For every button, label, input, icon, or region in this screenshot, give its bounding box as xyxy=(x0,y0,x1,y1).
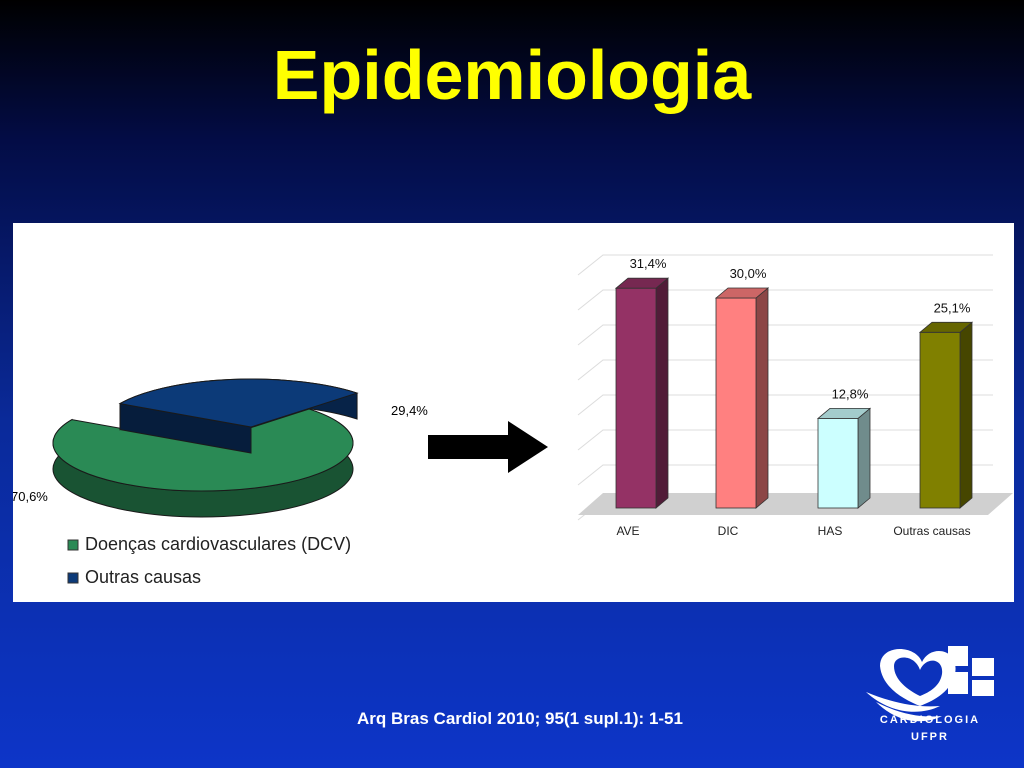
pie-slice-1 xyxy=(118,378,359,428)
pie-legend: Doenças cardiovasculares (DCV) Outras cau… xyxy=(67,534,351,587)
bar-value-label-3: 25,1% xyxy=(934,300,971,315)
bar-value-label-1: 30,0% xyxy=(730,266,767,281)
gridline-4 xyxy=(577,359,993,381)
bar-0 xyxy=(615,287,657,509)
chart-svg: 70,6% 29,4% Doenças cardiovasculares (DCV… xyxy=(13,254,1013,587)
bar-category-label-1: DIC xyxy=(718,524,739,538)
gridline-5 xyxy=(577,324,993,346)
bar-side-2 xyxy=(857,407,871,509)
citation: Arq Bras Cardiol 2010; 95(1 supl.1): 1-5… xyxy=(357,709,683,728)
pie-chart: 70,6% 29,4% xyxy=(13,378,428,518)
bar-2 xyxy=(817,417,859,509)
bar-category-label-0: AVE xyxy=(616,524,639,538)
bar-side-1 xyxy=(755,287,769,509)
bar-value-label-2: 12,8% xyxy=(832,386,869,401)
gridline-7 xyxy=(577,254,993,276)
bar-1 xyxy=(715,297,757,509)
logo-text-ufpr: UFPR xyxy=(911,731,949,743)
legend-label-0: Doenças cardiovasculares (DCV) xyxy=(85,534,351,554)
chart-floor xyxy=(578,493,1013,515)
legend-swatch-0 xyxy=(67,539,79,551)
bar-3 xyxy=(919,331,961,509)
legend-label-1: Outras causas xyxy=(85,567,201,587)
pie-slice-0 xyxy=(52,408,354,492)
bar-category-label-3: Outras causas xyxy=(893,524,970,538)
bar-category-label-2: HAS xyxy=(818,524,843,538)
gridline-6 xyxy=(577,289,993,311)
chart-panel: 70,6% 29,4% Doenças cardiovasculares (DCV… xyxy=(13,223,1014,602)
bar-side-0 xyxy=(655,277,669,509)
pie-slice-label-0: 70,6% xyxy=(13,489,48,504)
bar-top-3 xyxy=(918,321,974,333)
pie-slice-label-1: 29,4% xyxy=(391,403,428,418)
slide-title: Epidemiologia xyxy=(272,36,752,114)
legend-swatch-1 xyxy=(67,572,79,584)
bar-chart: 31,4% AVE 30,0% DIC 12,8% HAS 25,1% Outras caus… xyxy=(577,254,1013,538)
gridline-3 xyxy=(577,394,993,416)
bar-top-2 xyxy=(816,407,872,419)
arrow-icon xyxy=(428,421,548,473)
logo-text-cardiologia: CARDIOLOGIA xyxy=(879,714,981,726)
bar-top-0 xyxy=(614,277,670,289)
cardiologia-ufpr-logo-icon xyxy=(866,646,994,722)
bar-side-3 xyxy=(959,321,973,509)
bar-top-1 xyxy=(714,287,770,299)
bar-value-label-0: 31,4% xyxy=(630,256,667,271)
